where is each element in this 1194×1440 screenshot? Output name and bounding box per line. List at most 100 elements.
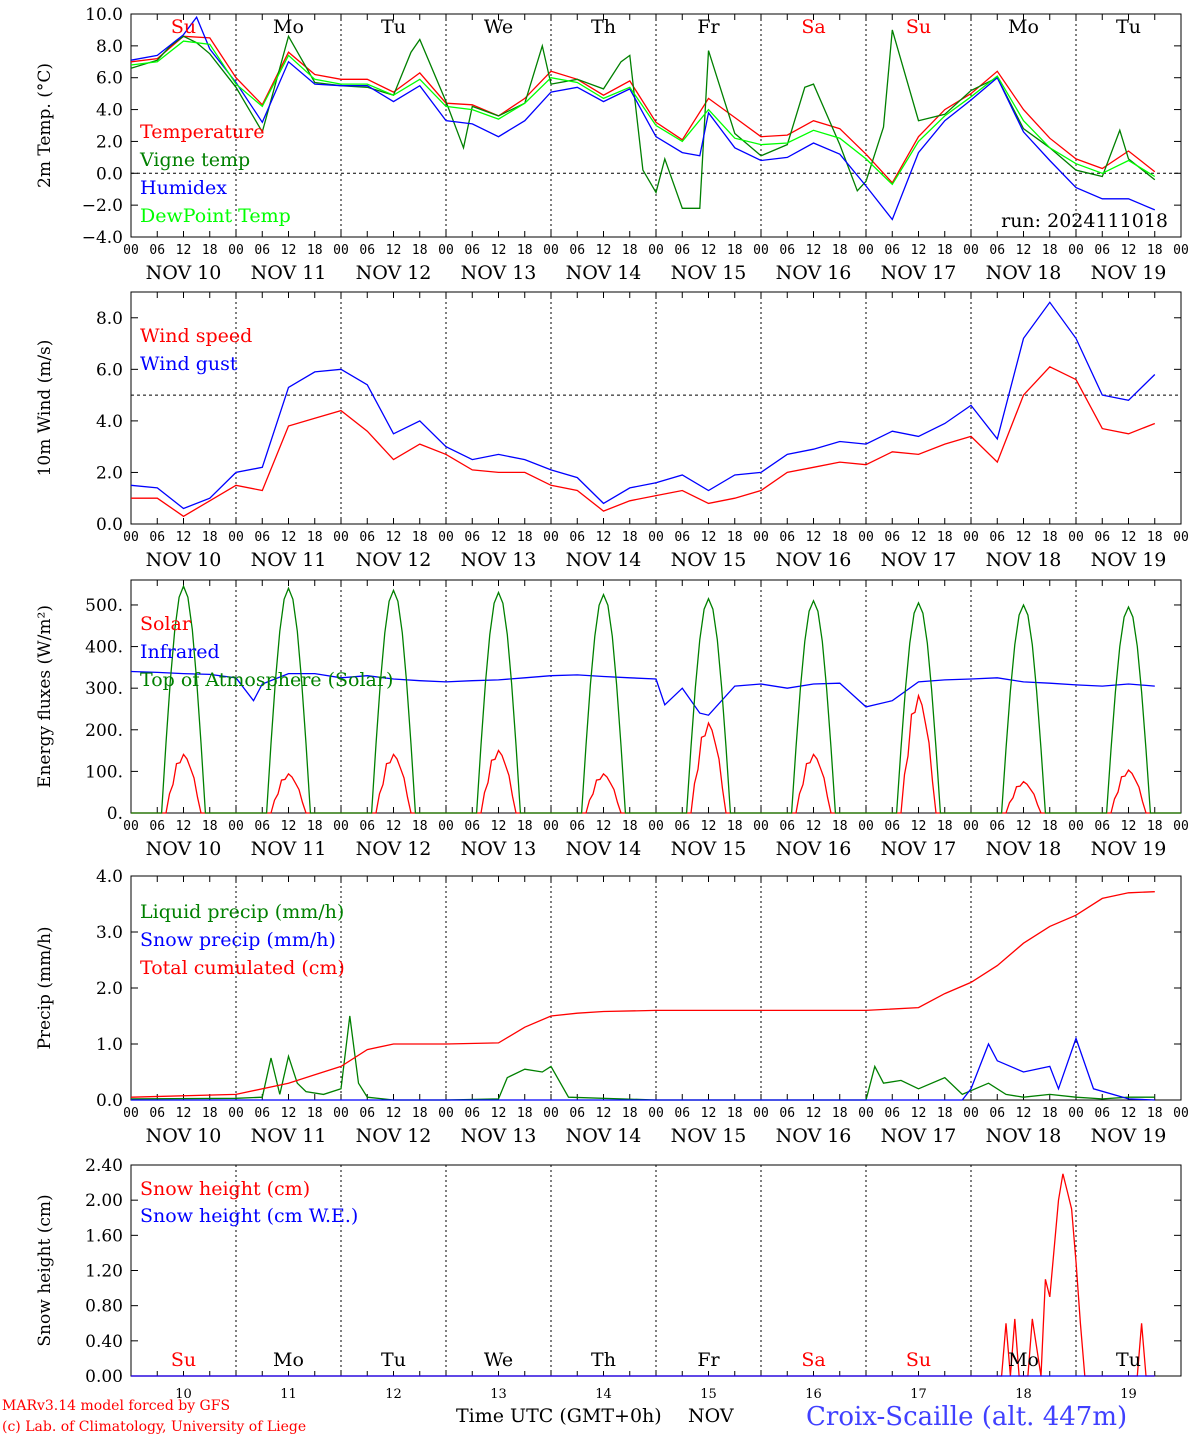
date-label: NOV 17 bbox=[881, 549, 957, 571]
legend-entry: Snow height (cm W.E.) bbox=[140, 1205, 358, 1227]
hour-tick-label: 06 bbox=[149, 530, 165, 545]
station-name: Croix-Scaille (alt. 447m) bbox=[806, 1402, 1128, 1432]
day-number: 19 bbox=[1120, 1387, 1137, 1402]
hour-tick-label: 00 bbox=[858, 819, 874, 834]
hour-tick-label: 06 bbox=[989, 243, 1005, 258]
hour-tick-label: 12 bbox=[491, 243, 507, 258]
y-tick-label: 0.80 bbox=[85, 1297, 123, 1317]
date-label: NOV 12 bbox=[356, 1125, 432, 1147]
y-tick-label: 4.0 bbox=[96, 412, 123, 432]
hour-tick-label: 06 bbox=[254, 243, 270, 258]
y-tick-label: 2.0 bbox=[96, 979, 123, 999]
hour-tick-label: 06 bbox=[464, 1106, 480, 1121]
series-line-wind-gust bbox=[130, 301, 1156, 510]
hour-tick-label: 12 bbox=[596, 243, 612, 258]
hour-tick-label: 06 bbox=[674, 243, 690, 258]
day-number: 16 bbox=[805, 1387, 822, 1402]
hour-tick-label: 00 bbox=[333, 819, 349, 834]
series-line-dewpoint-temp bbox=[130, 40, 1156, 186]
y-tick-label: 0.0 bbox=[96, 515, 123, 535]
hour-tick-label: 06 bbox=[569, 1106, 585, 1121]
model-credit: MARv3.14 model forced by GFS bbox=[2, 1398, 231, 1414]
hour-tick-label: 18 bbox=[412, 530, 428, 545]
hour-tick-label: 18 bbox=[412, 1106, 428, 1121]
hour-tick-label: 00 bbox=[228, 530, 244, 545]
date-label: NOV 19 bbox=[1091, 838, 1167, 860]
hour-tick-label: 06 bbox=[359, 243, 375, 258]
hour-tick-label: 12 bbox=[1121, 819, 1137, 834]
hour-tick-label: 12 bbox=[701, 1106, 717, 1121]
hour-tick-label: 00 bbox=[123, 1106, 139, 1121]
series-line-snow-precip-mm-h- bbox=[131, 1036, 1155, 1101]
hour-tick-label: 12 bbox=[176, 530, 192, 545]
hour-tick-label: 12 bbox=[1121, 1106, 1137, 1121]
hour-tick-label: 06 bbox=[254, 819, 270, 834]
hour-tick-label: 18 bbox=[937, 530, 953, 545]
day-number: 14 bbox=[595, 1387, 612, 1402]
hour-tick-label: 06 bbox=[884, 530, 900, 545]
hour-tick-label: 00 bbox=[1068, 243, 1084, 258]
y-axis-label: Snow height (cm) bbox=[35, 1194, 55, 1346]
date-label: NOV 11 bbox=[251, 1125, 327, 1147]
hour-tick-label: 12 bbox=[491, 530, 507, 545]
hour-tick-label: 00 bbox=[753, 530, 769, 545]
date-label: NOV 14 bbox=[566, 262, 642, 284]
hour-tick-label: 12 bbox=[1016, 243, 1032, 258]
hour-tick-label: 18 bbox=[622, 1106, 638, 1121]
hour-tick-label: 12 bbox=[386, 243, 402, 258]
weekday-label: Mo bbox=[1008, 16, 1039, 38]
y-tick-label: 2.40 bbox=[85, 1156, 123, 1176]
date-label: NOV 10 bbox=[146, 838, 222, 860]
hour-tick-label: 06 bbox=[254, 530, 270, 545]
date-label: NOV 15 bbox=[671, 262, 747, 284]
hour-tick-label: 12 bbox=[1121, 243, 1137, 258]
weekday-label: Tu bbox=[381, 1349, 406, 1371]
hour-tick-label: 00 bbox=[1173, 243, 1189, 258]
hour-tick-label: 18 bbox=[517, 819, 533, 834]
date-label: NOV 18 bbox=[986, 262, 1062, 284]
weekday-label: Tu bbox=[1116, 16, 1141, 38]
hour-tick-label: 06 bbox=[884, 1106, 900, 1121]
hour-tick-label: 18 bbox=[202, 243, 218, 258]
date-label: NOV 13 bbox=[461, 1125, 537, 1147]
weekday-label: Fr bbox=[697, 1349, 720, 1371]
y-tick-label: 2.0 bbox=[96, 463, 123, 483]
weekday-label: Tu bbox=[381, 16, 406, 38]
weekday-label: Su bbox=[171, 16, 196, 38]
date-label: NOV 14 bbox=[566, 549, 642, 571]
hour-tick-label: 06 bbox=[989, 819, 1005, 834]
hour-tick-label: 00 bbox=[753, 819, 769, 834]
weekday-label: Mo bbox=[1008, 1349, 1039, 1371]
date-label: NOV 13 bbox=[461, 838, 537, 860]
day-number: 18 bbox=[1015, 1387, 1032, 1402]
weekday-label: Sa bbox=[801, 16, 825, 38]
y-axis-label: Precip (mm/h) bbox=[35, 926, 55, 1049]
hour-tick-label: 06 bbox=[779, 243, 795, 258]
hour-tick-label: 12 bbox=[281, 530, 297, 545]
hour-tick-label: 06 bbox=[779, 530, 795, 545]
weekday-label: Th bbox=[591, 1349, 616, 1371]
weekday-label: Su bbox=[171, 1349, 196, 1371]
hour-tick-label: 18 bbox=[1147, 819, 1163, 834]
hour-tick-label: 06 bbox=[569, 530, 585, 545]
y-axis-label: 2m Temp. (°C) bbox=[35, 63, 55, 188]
weekday-label: Su bbox=[906, 1349, 931, 1371]
y-tick-label: 4.0 bbox=[96, 867, 123, 887]
hour-tick-label: 12 bbox=[281, 1106, 297, 1121]
y-tick-label: 100. bbox=[85, 762, 123, 782]
hour-tick-label: 18 bbox=[1147, 243, 1163, 258]
hour-tick-label: 00 bbox=[1173, 819, 1189, 834]
date-label: NOV 15 bbox=[671, 1125, 747, 1147]
hour-tick-label: 18 bbox=[832, 530, 848, 545]
legend-entry: Total cumulated (cm) bbox=[140, 957, 345, 979]
hour-tick-label: 12 bbox=[386, 1106, 402, 1121]
date-label: NOV 12 bbox=[356, 262, 432, 284]
hour-tick-label: 00 bbox=[858, 1106, 874, 1121]
hour-tick-label: 00 bbox=[1068, 530, 1084, 545]
hour-tick-label: 06 bbox=[884, 819, 900, 834]
hour-tick-label: 18 bbox=[937, 1106, 953, 1121]
y-tick-label: 0.00 bbox=[85, 1367, 123, 1387]
date-label: NOV 17 bbox=[881, 262, 957, 284]
legend-entry: Infrared bbox=[140, 641, 220, 663]
